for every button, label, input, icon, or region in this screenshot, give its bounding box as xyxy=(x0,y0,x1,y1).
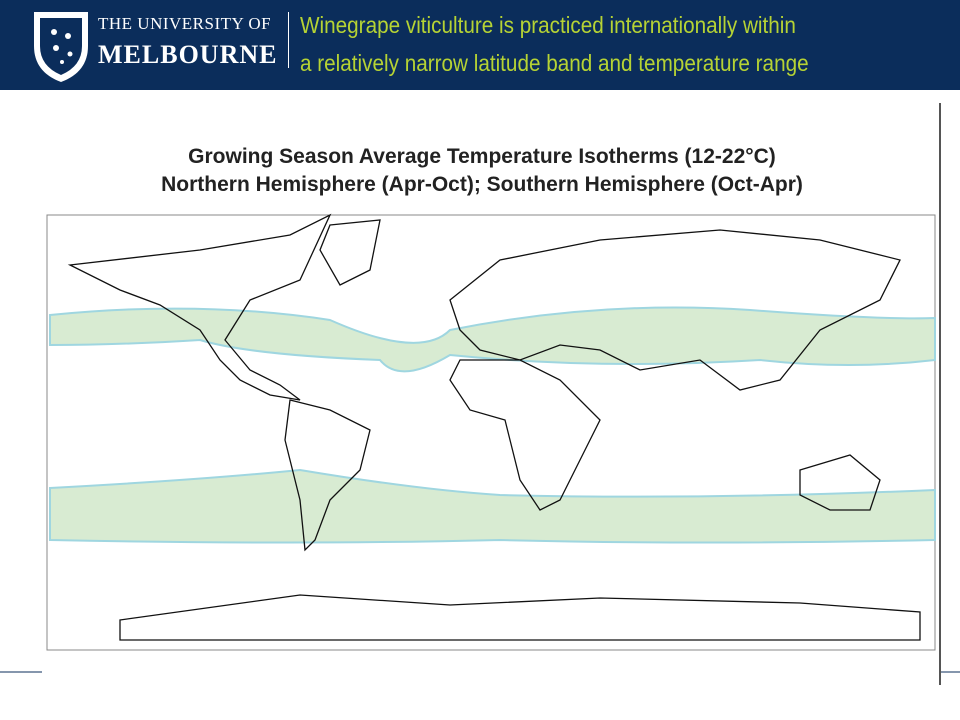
crest xyxy=(34,12,88,82)
map-title: Northern Hemisphere (Apr-Oct); Southern … xyxy=(161,173,803,196)
map-panel: Growing Season Average Temperature Isoth… xyxy=(42,103,941,685)
divider xyxy=(288,12,289,68)
map-title: Growing Season Average Temperature Isoth… xyxy=(188,145,776,168)
logo-text: MELBOURNE xyxy=(98,40,278,69)
header: THE UNIVERSITY OF MELBOURNE Winegrape vi… xyxy=(0,0,960,90)
slide-title: Winegrape viticulture is practiced inter… xyxy=(300,12,796,38)
logo-text: THE UNIVERSITY OF xyxy=(98,14,272,33)
slide-title: a relatively narrow latitude band and te… xyxy=(300,50,809,76)
world-map xyxy=(46,213,936,651)
